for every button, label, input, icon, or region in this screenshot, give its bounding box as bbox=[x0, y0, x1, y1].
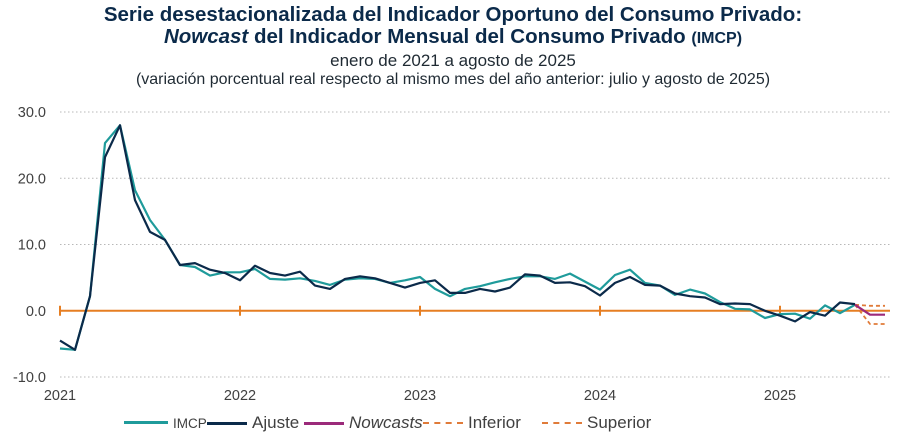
legend-label-imcp: IMCP bbox=[173, 416, 207, 431]
legend-item-superior: Superior bbox=[542, 413, 651, 433]
legend-swatch-imcp bbox=[124, 420, 168, 424]
legend-swatch-ajuste bbox=[207, 421, 247, 425]
x-tick-label: 2023 bbox=[404, 388, 436, 404]
chart-titles: Serie desestacionalizada del Indicador O… bbox=[0, 0, 906, 89]
y-tick-label: 20.0 bbox=[18, 171, 46, 187]
legend-item-nowcasts: Nowcasts bbox=[304, 413, 423, 433]
series-line-nowcasts bbox=[854, 303, 885, 316]
chart-note: (variación porcentual real respecto al m… bbox=[135, 71, 771, 88]
series-line-ajuste bbox=[59, 124, 856, 351]
y-tick-label: 10.0 bbox=[18, 238, 46, 254]
legend: IMCP Ajuste Nowcasts Inferior Superior bbox=[0, 413, 906, 437]
legend-label-ajuste: Ajuste bbox=[252, 413, 300, 432]
legend-item-inferior: Inferior bbox=[423, 413, 521, 433]
x-tick-label: 2022 bbox=[224, 388, 256, 404]
legend-label-superior: Superior bbox=[587, 413, 652, 432]
series-line-imcp bbox=[59, 124, 856, 351]
legend-label-inferior: Inferior bbox=[468, 413, 521, 432]
chart-subtitle: enero de 2021 a agosto de 2025 bbox=[330, 51, 576, 70]
legend-label-nowcasts: Nowcasts bbox=[349, 413, 423, 432]
title-abbr: (IMCP) bbox=[691, 30, 743, 47]
title-nowcast-word: Nowcast bbox=[163, 25, 249, 48]
y-tick-label: 0.0 bbox=[26, 304, 46, 320]
legend-swatch-superior bbox=[542, 422, 582, 424]
chart-title: Serie desestacionalizada del Indicador O… bbox=[103, 3, 803, 26]
x-tick-label: 2024 bbox=[584, 388, 616, 404]
legend-item-imcp: IMCP bbox=[124, 413, 207, 431]
x-tick-label: 2025 bbox=[764, 388, 796, 404]
series-line-superior bbox=[854, 303, 885, 307]
legend-swatch-nowcasts bbox=[304, 421, 344, 425]
series-line-inferior bbox=[854, 304, 885, 325]
legend-item-ajuste: Ajuste bbox=[207, 413, 299, 433]
x-tick-label: 2021 bbox=[44, 388, 76, 404]
y-tick-label: -10.0 bbox=[13, 370, 46, 386]
title-line2-text: del Indicador Mensual del Consumo Privad… bbox=[248, 25, 692, 48]
legend-swatch-inferior bbox=[423, 422, 463, 424]
chart-title-line2: Nowcast del Indicador Mensual del Consum… bbox=[0, 26, 906, 50]
y-tick-label: 30.0 bbox=[18, 105, 46, 121]
